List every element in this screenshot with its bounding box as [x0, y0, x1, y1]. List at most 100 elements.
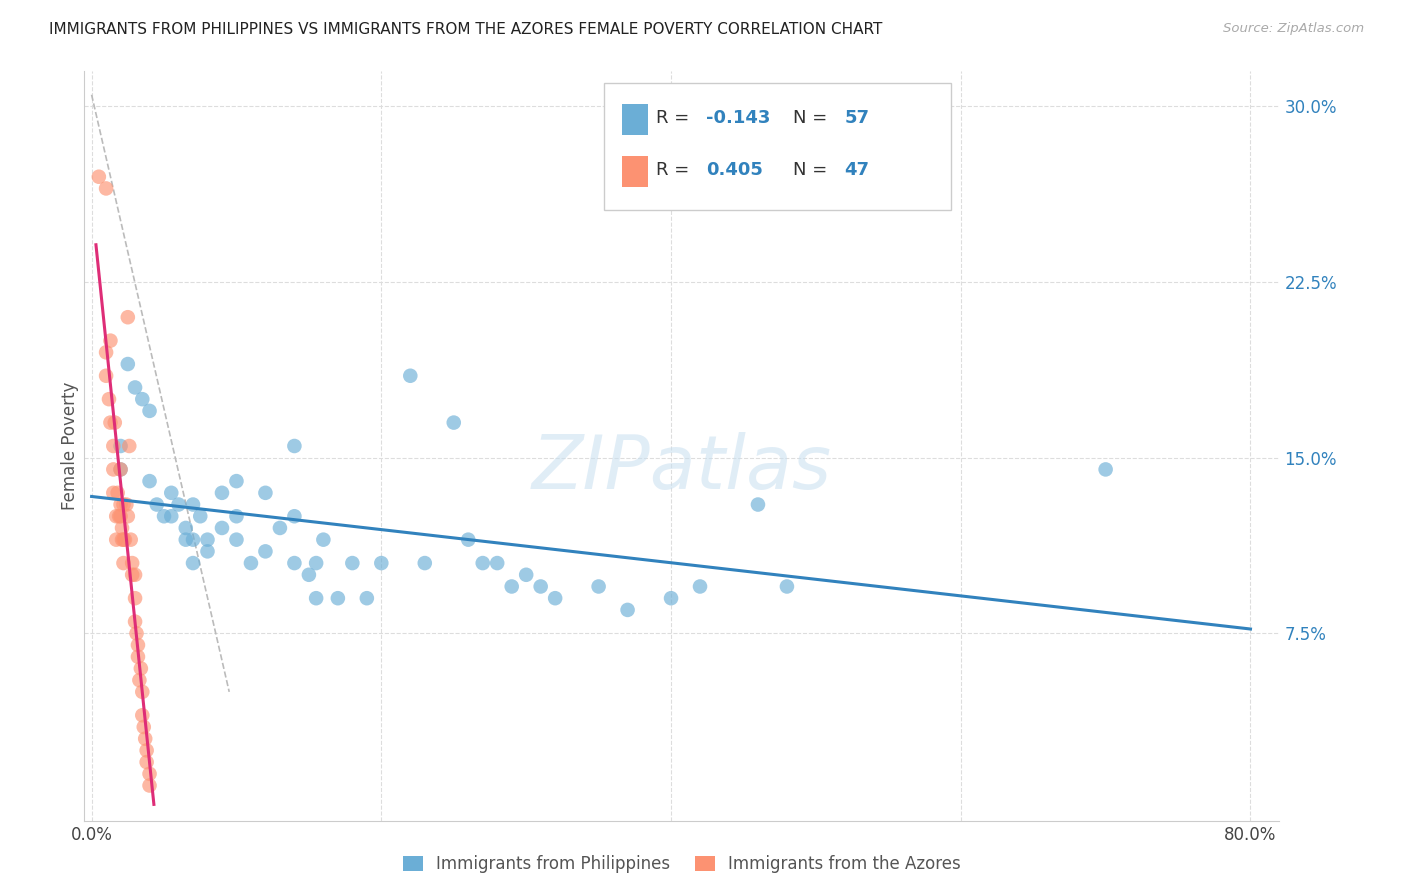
Point	[100, 416, 122, 430]
Point	[370, 556, 392, 570]
Point	[125, 626, 148, 640]
Point	[129, 661, 152, 675]
Point	[132, 720, 155, 734]
Point	[305, 556, 328, 570]
Point	[124, 380, 146, 394]
Text: 47: 47	[845, 161, 869, 179]
Point	[120, 533, 142, 547]
Point	[342, 556, 364, 570]
Point	[100, 334, 122, 348]
Point	[110, 498, 132, 512]
Point	[326, 591, 349, 606]
Point	[115, 498, 138, 512]
Point	[659, 591, 682, 606]
Point	[197, 533, 219, 547]
Point	[103, 439, 125, 453]
Point	[747, 498, 769, 512]
Point	[105, 533, 128, 547]
Point	[138, 404, 160, 418]
FancyBboxPatch shape	[623, 103, 648, 135]
Point	[167, 498, 190, 512]
Text: Source: ZipAtlas.com: Source: ZipAtlas.com	[1223, 22, 1364, 36]
Point	[105, 509, 128, 524]
Point	[269, 521, 291, 535]
Point	[515, 567, 537, 582]
Point	[135, 755, 157, 769]
Point	[131, 392, 153, 407]
Point	[110, 462, 132, 476]
Point	[160, 485, 183, 500]
Point	[153, 509, 176, 524]
Point	[138, 779, 160, 793]
Point	[94, 368, 117, 383]
Point	[128, 673, 150, 688]
Point	[283, 556, 305, 570]
Point	[87, 169, 110, 184]
Point	[254, 544, 277, 558]
Point	[124, 615, 146, 629]
Point	[104, 416, 127, 430]
Text: ZIPatlas: ZIPatlas	[531, 433, 832, 505]
Point	[211, 485, 233, 500]
Point	[188, 509, 211, 524]
Point	[135, 743, 157, 757]
Text: 57: 57	[845, 109, 869, 127]
Point	[111, 521, 134, 535]
Point	[127, 638, 149, 652]
Point	[98, 392, 121, 407]
Point	[124, 591, 146, 606]
Text: IMMIGRANTS FROM PHILIPPINES VS IMMIGRANTS FROM THE AZORES FEMALE POVERTY CORRELA: IMMIGRANTS FROM PHILIPPINES VS IMMIGRANT…	[49, 22, 883, 37]
Point	[356, 591, 378, 606]
Point	[305, 591, 328, 606]
Point	[118, 439, 141, 453]
Point	[1094, 462, 1116, 476]
Text: 0.405: 0.405	[706, 161, 762, 179]
Point	[117, 310, 139, 325]
Point	[501, 580, 523, 594]
Point	[110, 439, 132, 453]
Point	[174, 533, 197, 547]
Point	[121, 556, 143, 570]
Point	[117, 509, 139, 524]
Point	[131, 685, 153, 699]
Point	[114, 533, 136, 547]
Point	[121, 567, 143, 582]
Point	[103, 485, 125, 500]
Point	[413, 556, 436, 570]
Point	[94, 345, 117, 359]
Point	[127, 649, 149, 664]
Point	[134, 731, 156, 746]
Text: N =: N =	[793, 109, 832, 127]
Point	[471, 556, 494, 570]
Point	[776, 580, 799, 594]
Point	[298, 567, 321, 582]
Point	[312, 533, 335, 547]
Point	[110, 462, 132, 476]
Point	[181, 498, 204, 512]
Point	[108, 509, 131, 524]
Point	[160, 509, 183, 524]
Point	[616, 603, 638, 617]
Point	[111, 533, 134, 547]
Point	[544, 591, 567, 606]
Point	[588, 580, 610, 594]
Point	[124, 567, 146, 582]
Point	[283, 439, 305, 453]
Point	[239, 556, 262, 570]
Point	[94, 181, 117, 195]
FancyBboxPatch shape	[605, 83, 950, 210]
Point	[225, 474, 247, 488]
Text: -0.143: -0.143	[706, 109, 770, 127]
Point	[107, 485, 129, 500]
Legend: Immigrants from Philippines, Immigrants from the Azores: Immigrants from Philippines, Immigrants …	[396, 848, 967, 880]
Point	[225, 509, 247, 524]
Point	[225, 533, 247, 547]
Point	[181, 533, 204, 547]
Point	[112, 556, 135, 570]
Point	[399, 368, 422, 383]
Text: R =: R =	[655, 161, 695, 179]
Point	[254, 485, 277, 500]
Point	[110, 509, 132, 524]
Point	[197, 544, 219, 558]
Point	[112, 533, 135, 547]
